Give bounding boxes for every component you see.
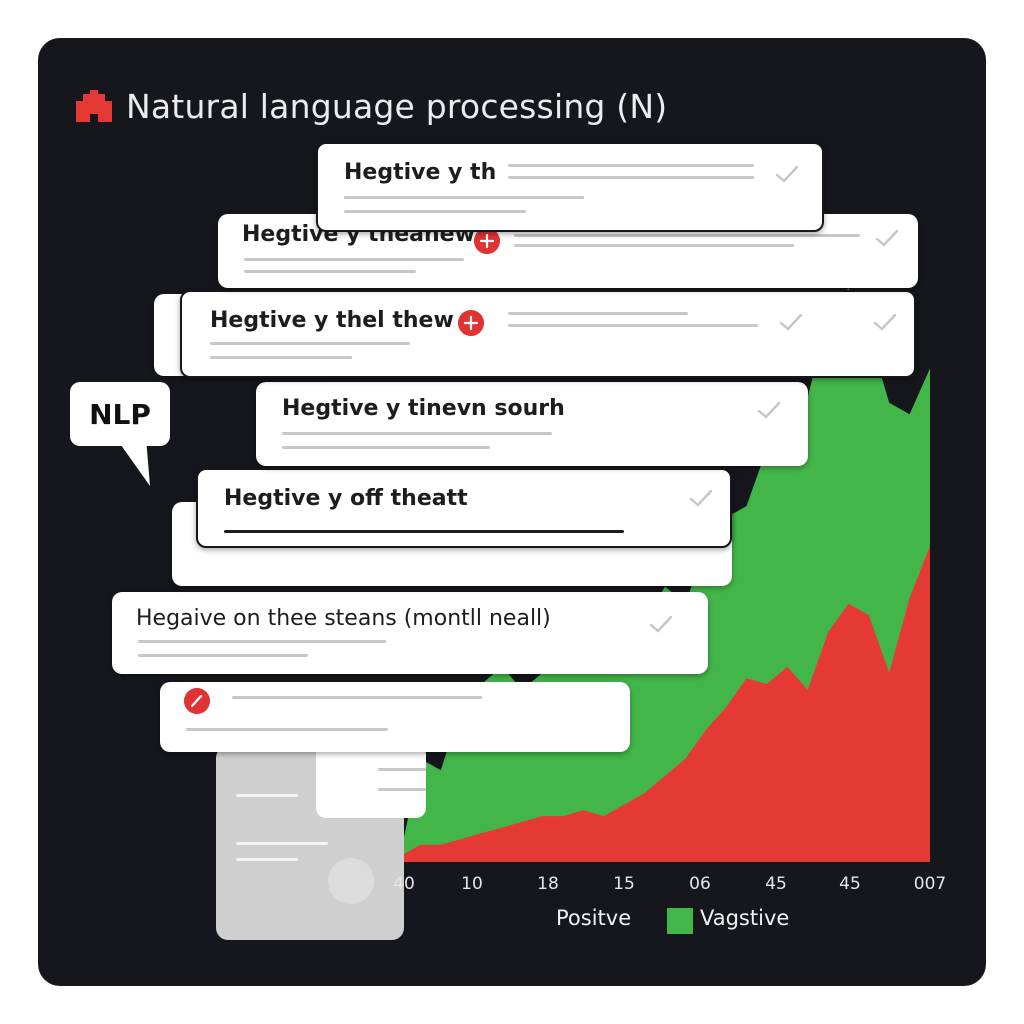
check-icon — [775, 165, 799, 183]
x-tick-label: 45 — [765, 874, 787, 894]
placeholder-line — [344, 196, 584, 199]
area-series-positve — [400, 546, 930, 862]
plus-badge-icon — [458, 310, 484, 336]
placeholder-line — [210, 356, 352, 359]
card-text: Hegtive y th — [344, 160, 497, 185]
placeholder-line — [244, 258, 464, 261]
placeholder-line — [514, 244, 794, 247]
phone-text-line — [236, 858, 298, 861]
legend-label-negative: Vagstive — [700, 906, 790, 930]
building-icon — [76, 90, 112, 122]
placeholder-line — [508, 312, 688, 315]
nlp-label: NLP — [89, 397, 151, 431]
placeholder-line — [232, 696, 482, 699]
card-text: Hegtive y tinevn sourh — [282, 396, 565, 421]
ghost-card — [316, 744, 426, 818]
placeholder-line — [186, 728, 388, 731]
message-card[interactable]: Hegtive y thel thew — [180, 290, 916, 378]
placeholder-line — [210, 342, 410, 345]
message-card[interactable]: Hegaive on thee steans (montll neall) — [112, 592, 708, 674]
x-tick-label: 06 — [689, 874, 711, 894]
check-icon — [649, 615, 673, 633]
x-tick-label: 18 — [537, 874, 559, 894]
message-card[interactable]: Hegtive y th — [316, 142, 824, 232]
placeholder-line — [508, 164, 754, 167]
phone-button — [328, 858, 374, 904]
speech-bubble-tail — [116, 438, 150, 486]
check-icon — [873, 313, 897, 331]
x-tick-label: 10 — [461, 874, 483, 894]
main-panel: Natural language processing (N) Hegaive … — [38, 38, 986, 986]
card-text: Hegtive y off theatt — [224, 486, 468, 511]
phone-text-line — [236, 794, 298, 797]
placeholder-line — [138, 654, 308, 657]
page-title: Natural language processing (N) — [126, 86, 668, 126]
title-row: Natural language processing (N) — [74, 84, 667, 128]
placeholder-line — [344, 210, 526, 213]
phone-text-line — [236, 842, 328, 845]
x-tick-label: 45 — [839, 874, 861, 894]
edit-badge-icon — [184, 688, 210, 714]
placeholder-line — [378, 768, 426, 771]
card-text: Hegtive y thel thew — [210, 308, 454, 333]
check-icon — [757, 401, 781, 419]
placeholder-line — [514, 234, 860, 237]
check-icon — [689, 489, 713, 507]
plus-badge-icon — [474, 228, 500, 254]
placeholder-line — [508, 324, 758, 327]
check-icon — [875, 229, 899, 247]
check-icon — [779, 313, 803, 331]
nlp-speech-bubble: NLP — [70, 382, 170, 446]
legend-swatch-negative — [667, 908, 693, 934]
placeholder-line — [378, 788, 426, 791]
x-tick-label: 15 — [613, 874, 635, 894]
message-card[interactable]: Hegtive y off theatt — [196, 468, 732, 548]
message-card[interactable]: Hegtive y tinevn sourh — [256, 382, 808, 466]
text-underline — [224, 530, 624, 533]
message-card[interactable] — [160, 682, 630, 752]
x-tick-label: 007 — [913, 874, 947, 894]
placeholder-line — [138, 640, 386, 643]
placeholder-line — [282, 432, 552, 435]
placeholder-line — [508, 176, 754, 179]
x-tick-label: 40 — [393, 874, 415, 894]
placeholder-line — [244, 270, 416, 273]
placeholder-line — [282, 446, 490, 449]
card-text: Hegaive on thee steans (montll neall) — [136, 606, 551, 631]
legend-label-positive: Positve — [556, 906, 632, 930]
